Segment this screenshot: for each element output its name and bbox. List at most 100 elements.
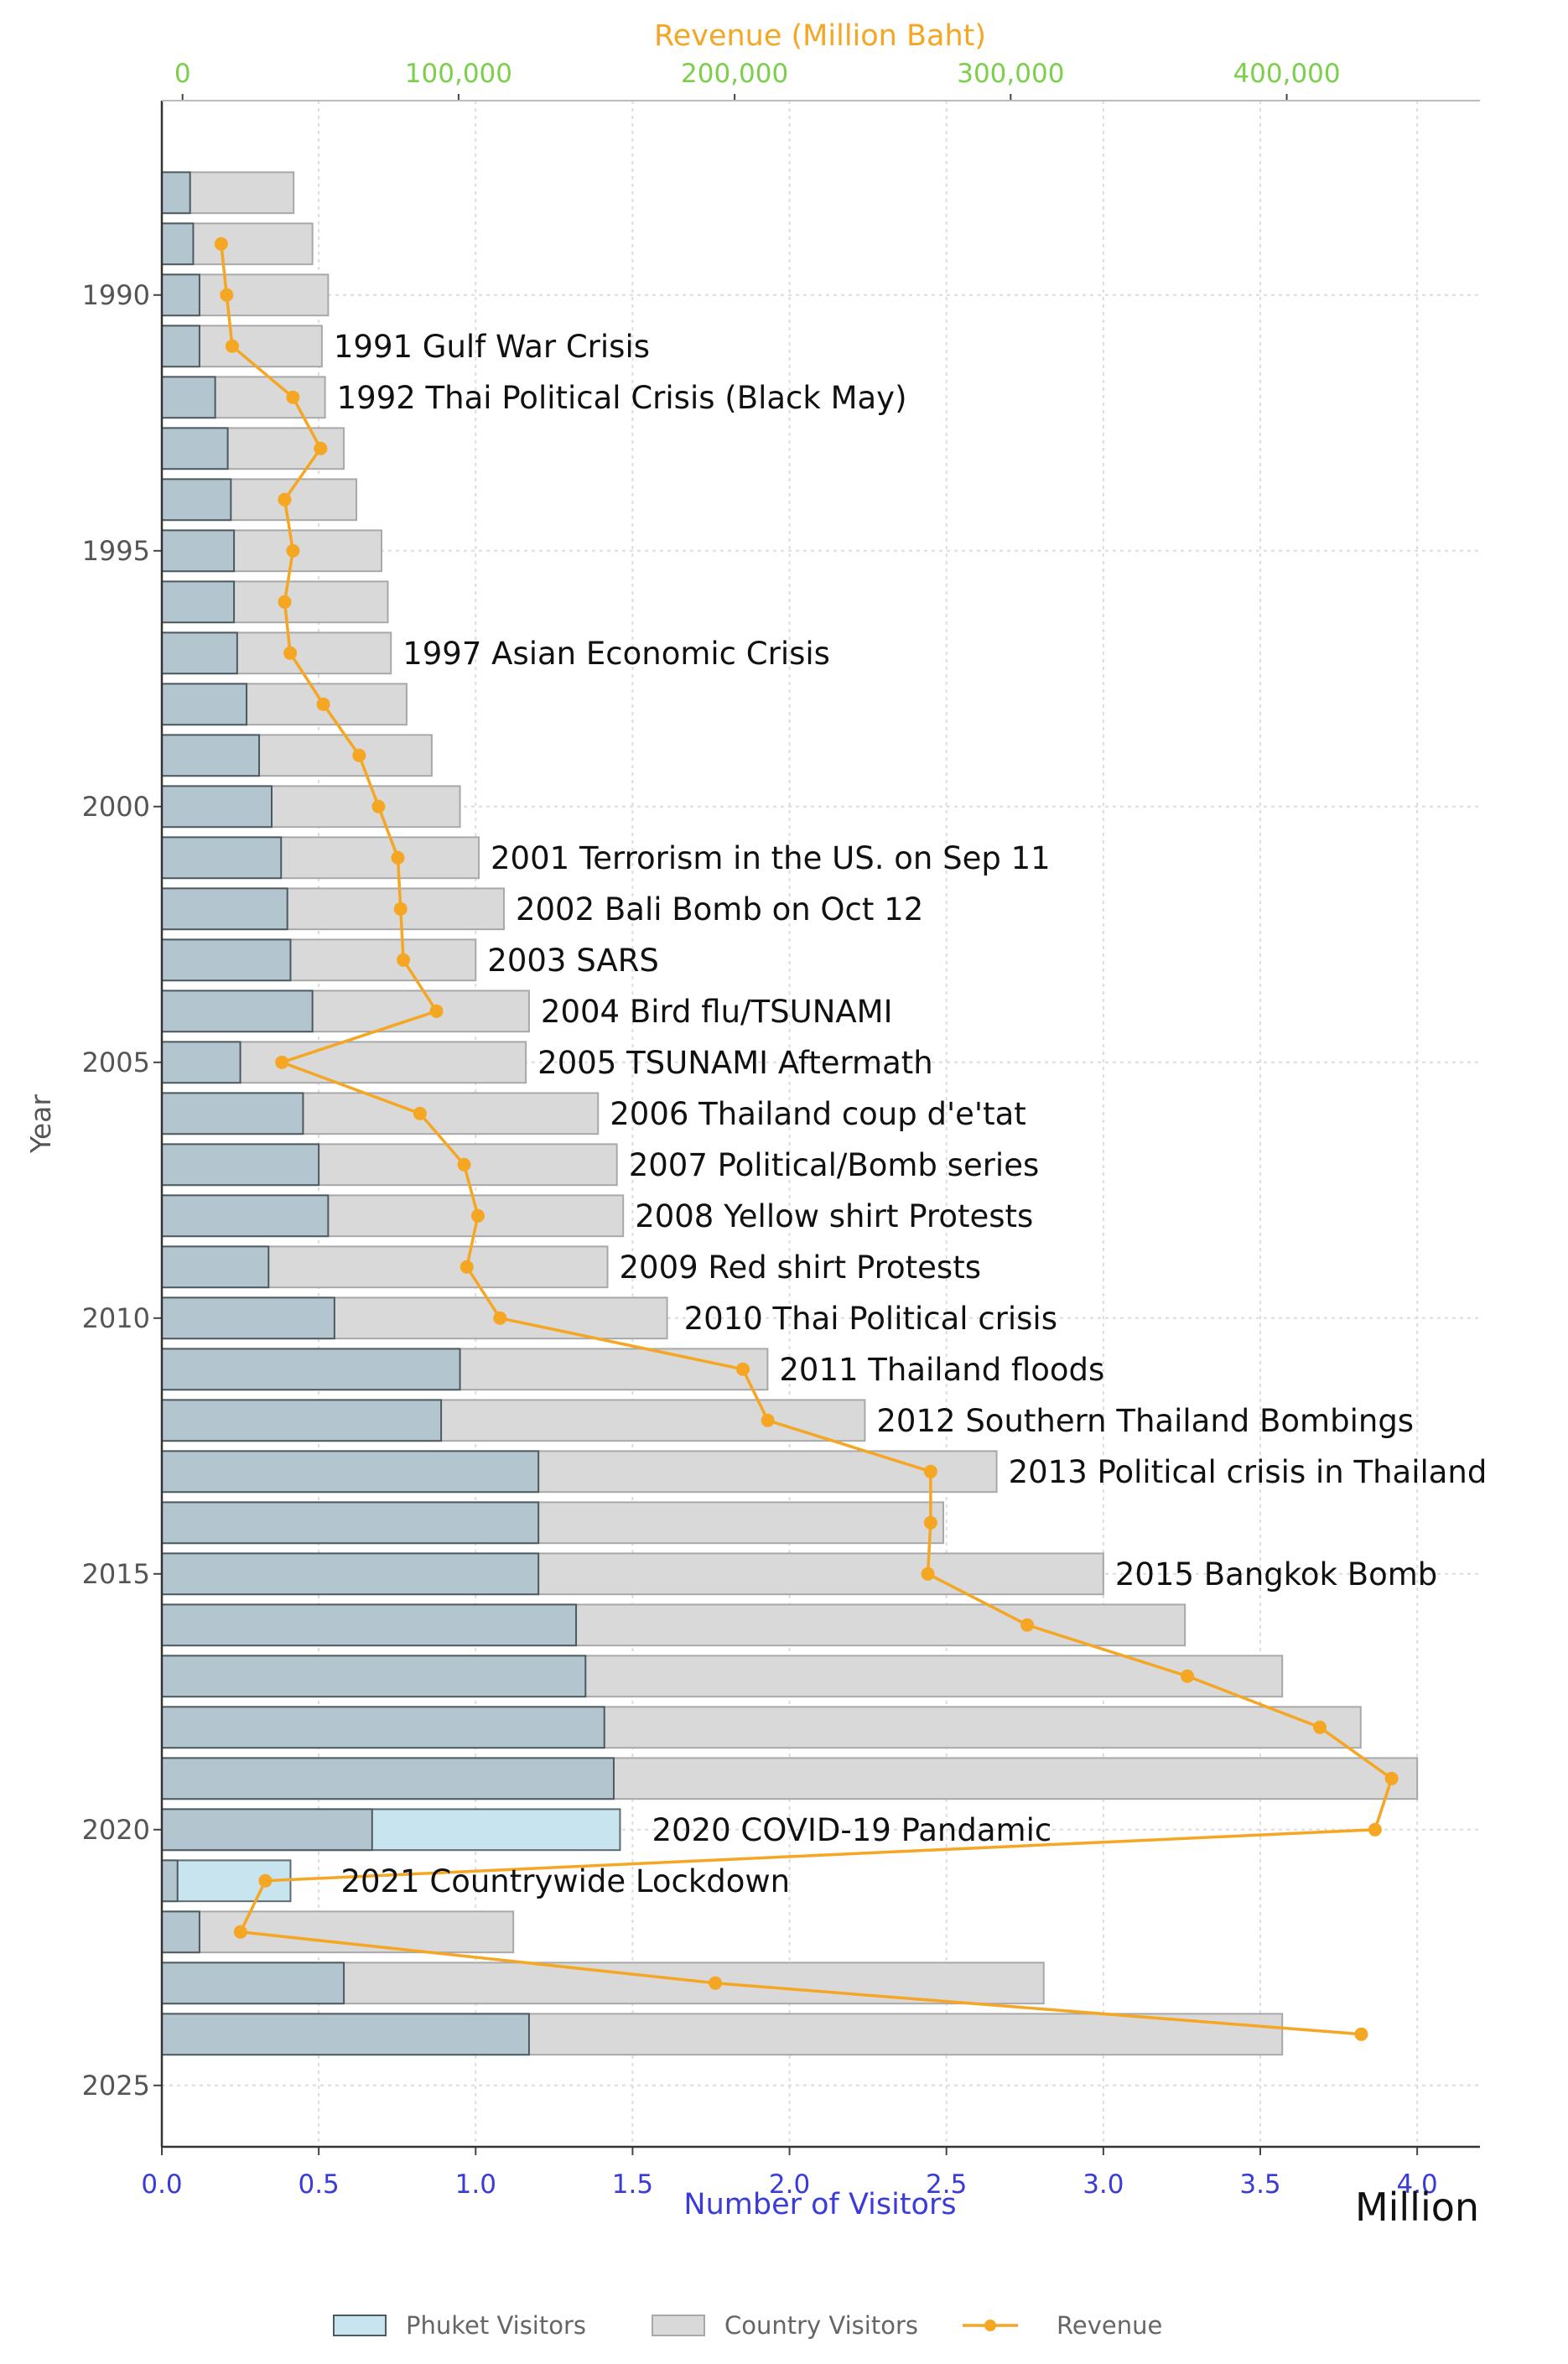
y-tick-label: 2015 [82,1558,150,1590]
revenue-point [429,1004,444,1018]
top-axis-title: Revenue (Million Baht) [654,19,986,53]
y-tick-label: 1990 [82,279,150,311]
legend-label: Country Visitors [724,2311,918,2340]
revenue-point [1020,1618,1035,1632]
phuket-bar [161,1757,615,1800]
revenue-point [457,1157,471,1172]
phuket-bar [161,1399,443,1442]
revenue-series [214,236,1399,2041]
revenue-point [286,543,300,558]
revenue-point [459,1260,474,1274]
top-tick-label: 300,000 [957,59,1064,89]
revenue-point [1181,1669,1195,1683]
revenue-point [258,1873,273,1888]
revenue-point [225,339,239,353]
revenue-point [413,1106,427,1120]
x-axis-unit: Million [1355,2185,1479,2230]
revenue-point [352,748,366,762]
revenue-point [283,646,298,660]
x-tick-label: 1.5 [612,2169,653,2200]
event-annotation: 2001 Terrorism in the US. on Sep 11 [491,840,1051,876]
phuket-bar [161,1245,270,1289]
top-tick-label: 200,000 [681,59,788,89]
phuket-bar [161,1603,578,1647]
y-axis-title: Year [24,1094,57,1154]
x-tick-label: 0.5 [298,2169,339,2200]
revenue-point [286,390,300,404]
x-tick-label: 3.5 [1239,2169,1280,2200]
revenue-point [220,288,234,302]
event-annotation: 2008 Yellow shirt Protests [635,1198,1033,1234]
revenue-point [393,901,408,916]
legend: Phuket Visitors Country Visitors Revenue [333,2311,1162,2340]
phuket-bar [161,785,273,829]
revenue-point [371,799,386,813]
event-annotation: 2011 Thailand floods [779,1352,1104,1388]
revenue-point [278,492,292,507]
phuket-bar [161,1194,330,1238]
x-axis-title: Number of Visitors [683,2188,956,2221]
phuket-bar [161,938,292,982]
phuket-bar [161,1808,373,1852]
phuket-bar [161,631,238,675]
phuket-bar [161,1348,461,1391]
phuket-bar [161,376,216,419]
phuket-bar [161,1041,241,1084]
event-annotation: 2007 Political/Bomb series [629,1147,1040,1183]
axes: 0.0 0.5 1.0 1.5 2.0 2.5 3.0 3.5 4.0 1990 1995 2000 2… [82,59,1480,2200]
revenue-point [278,595,292,609]
phuket-bar [161,1859,179,1903]
legend-swatch [333,2315,387,2336]
event-annotation: 2002 Bali Bomb on Oct 12 [516,891,923,927]
phuket-bar [161,1296,335,1340]
x-tick-label: 4.0 [1396,2169,1437,2200]
revenue-line [220,243,1394,2036]
phuket-bar [161,734,261,777]
x-tick-label: 2.0 [769,2169,810,2200]
revenue-point [923,1515,937,1530]
phuket-bar [161,171,191,215]
revenue-point [1354,2027,1368,2041]
revenue-point [1313,1720,1327,1734]
revenue-point [761,1413,775,1427]
phuket-bar [161,325,200,368]
phuket-bar [161,836,283,880]
event-annotation: 2006 Thailand coup d'e'tat [610,1096,1026,1132]
phuket-bar [161,273,200,317]
phuket-bar [161,887,288,931]
x-tick-label: 0.0 [141,2169,182,2200]
revenue-point [1368,1822,1382,1837]
revenue-point [470,1208,485,1223]
event-annotations: 1991 Gulf War Crisis 1992 Thai Political … [334,329,1487,1899]
phuket-bar [161,580,236,624]
y-tick-label: 2000 [82,791,150,823]
revenue-point [214,236,228,251]
y-tick-label: 1995 [82,535,150,567]
phuket-visitor-bars [161,171,621,2056]
phuket-bar [161,1655,587,1698]
revenue-point [735,1362,750,1376]
phuket-bar [161,1706,605,1749]
phuket-bar [161,1143,320,1187]
y-tick-label: 2005 [82,1047,150,1078]
legend-label: Revenue [1057,2311,1162,2340]
event-annotation: 2010 Thai Political crisis [684,1301,1057,1337]
event-annotation: 2013 Political crisis in Thailand [1009,1454,1488,1490]
event-annotation: 2004 Bird flu/TSUNAMI [541,994,893,1030]
top-tick-label: 400,000 [1233,59,1340,89]
event-annotation: 2012 Southern Thailand Bombings [876,1403,1414,1439]
phuket-bar [161,222,195,266]
country-bar [161,1910,515,1954]
x-tick-label: 1.0 [455,2169,496,2200]
revenue-point [1384,1771,1399,1785]
x-tick-label: 3.0 [1083,2169,1124,2200]
top-tick-label: 0 [174,59,191,89]
revenue-point [493,1311,507,1325]
revenue-point [921,1566,935,1581]
y-tick-label: 2020 [82,1814,150,1846]
event-annotation: 1992 Thai Political Crisis (Black May) [337,380,907,416]
phuket-bar [161,478,232,522]
event-annotation: 2015 Bangkok Bomb [1115,1556,1437,1592]
revenue-point [316,697,330,711]
